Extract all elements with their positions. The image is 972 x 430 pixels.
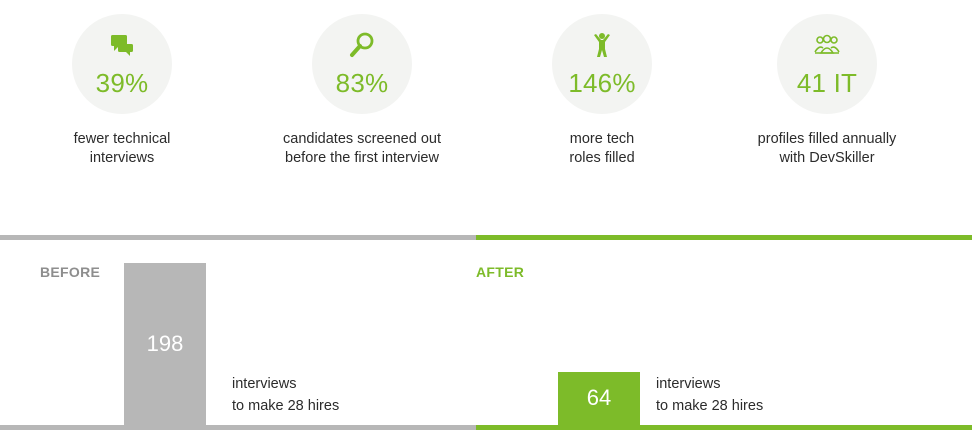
stat-circle: 83% — [312, 14, 412, 114]
stat-caption-line: profiles filled annually — [757, 131, 897, 147]
after-caption-line: interviews — [656, 376, 721, 392]
before-divider — [0, 235, 476, 240]
team-icon — [813, 31, 841, 59]
stat-caption: more tech roles filled — [482, 130, 722, 168]
person-cheering-icon — [588, 31, 616, 59]
stat-caption-line: candidates screened out — [283, 131, 441, 147]
stat-circle: 41 IT — [777, 14, 877, 114]
before-caption: interviews to make 28 hires — [232, 373, 339, 417]
stat-caption: fewer technical interviews — [2, 130, 242, 168]
after-caption: interviews to make 28 hires — [656, 373, 763, 417]
stat-caption-line: roles filled — [569, 150, 635, 166]
stat-candidates-screened: 83% candidates screened out before the f… — [242, 14, 482, 168]
stat-value: 146% — [568, 68, 636, 98]
stat-caption-line: fewer technical — [73, 131, 171, 147]
stat-caption: profiles filled annually with DevSkiller — [707, 130, 947, 168]
after-divider — [476, 235, 972, 240]
stat-value: 83% — [335, 68, 389, 98]
before-baseline — [0, 425, 476, 430]
stat-circle: 39% — [72, 14, 172, 114]
stat-profiles-filled: 41 IT profiles filled annually with DevS… — [707, 14, 947, 168]
stat-value: 39% — [95, 68, 149, 98]
after-bar: 64 — [558, 372, 640, 425]
stat-circle: 146% — [552, 14, 652, 114]
stat-caption-line: before the first interview — [285, 150, 439, 166]
magnifier-icon — [348, 31, 376, 59]
chat-bubbles-icon — [108, 31, 136, 59]
before-value: 198 — [146, 331, 184, 356]
stat-fewer-interviews: 39% fewer technical interviews — [2, 14, 242, 168]
after-value: 64 — [586, 385, 612, 410]
before-caption-line: to make 28 hires — [232, 398, 340, 414]
stat-caption-line: with DevSkiller — [779, 150, 875, 166]
after-caption-line: to make 28 hires — [656, 398, 764, 414]
stat-caption-line: more tech — [569, 131, 635, 147]
stat-caption-line: interviews — [89, 150, 155, 166]
before-bar: 198 — [124, 263, 206, 425]
before-label: BEFORE — [40, 264, 101, 280]
stat-caption: candidates screened out before the first… — [242, 130, 482, 168]
after-baseline — [476, 425, 972, 430]
before-caption-line: interviews — [232, 376, 297, 392]
after-label: AFTER — [476, 264, 525, 280]
stat-more-roles: 146% more tech roles filled — [482, 14, 722, 168]
stat-value: 41 IT — [796, 68, 858, 98]
